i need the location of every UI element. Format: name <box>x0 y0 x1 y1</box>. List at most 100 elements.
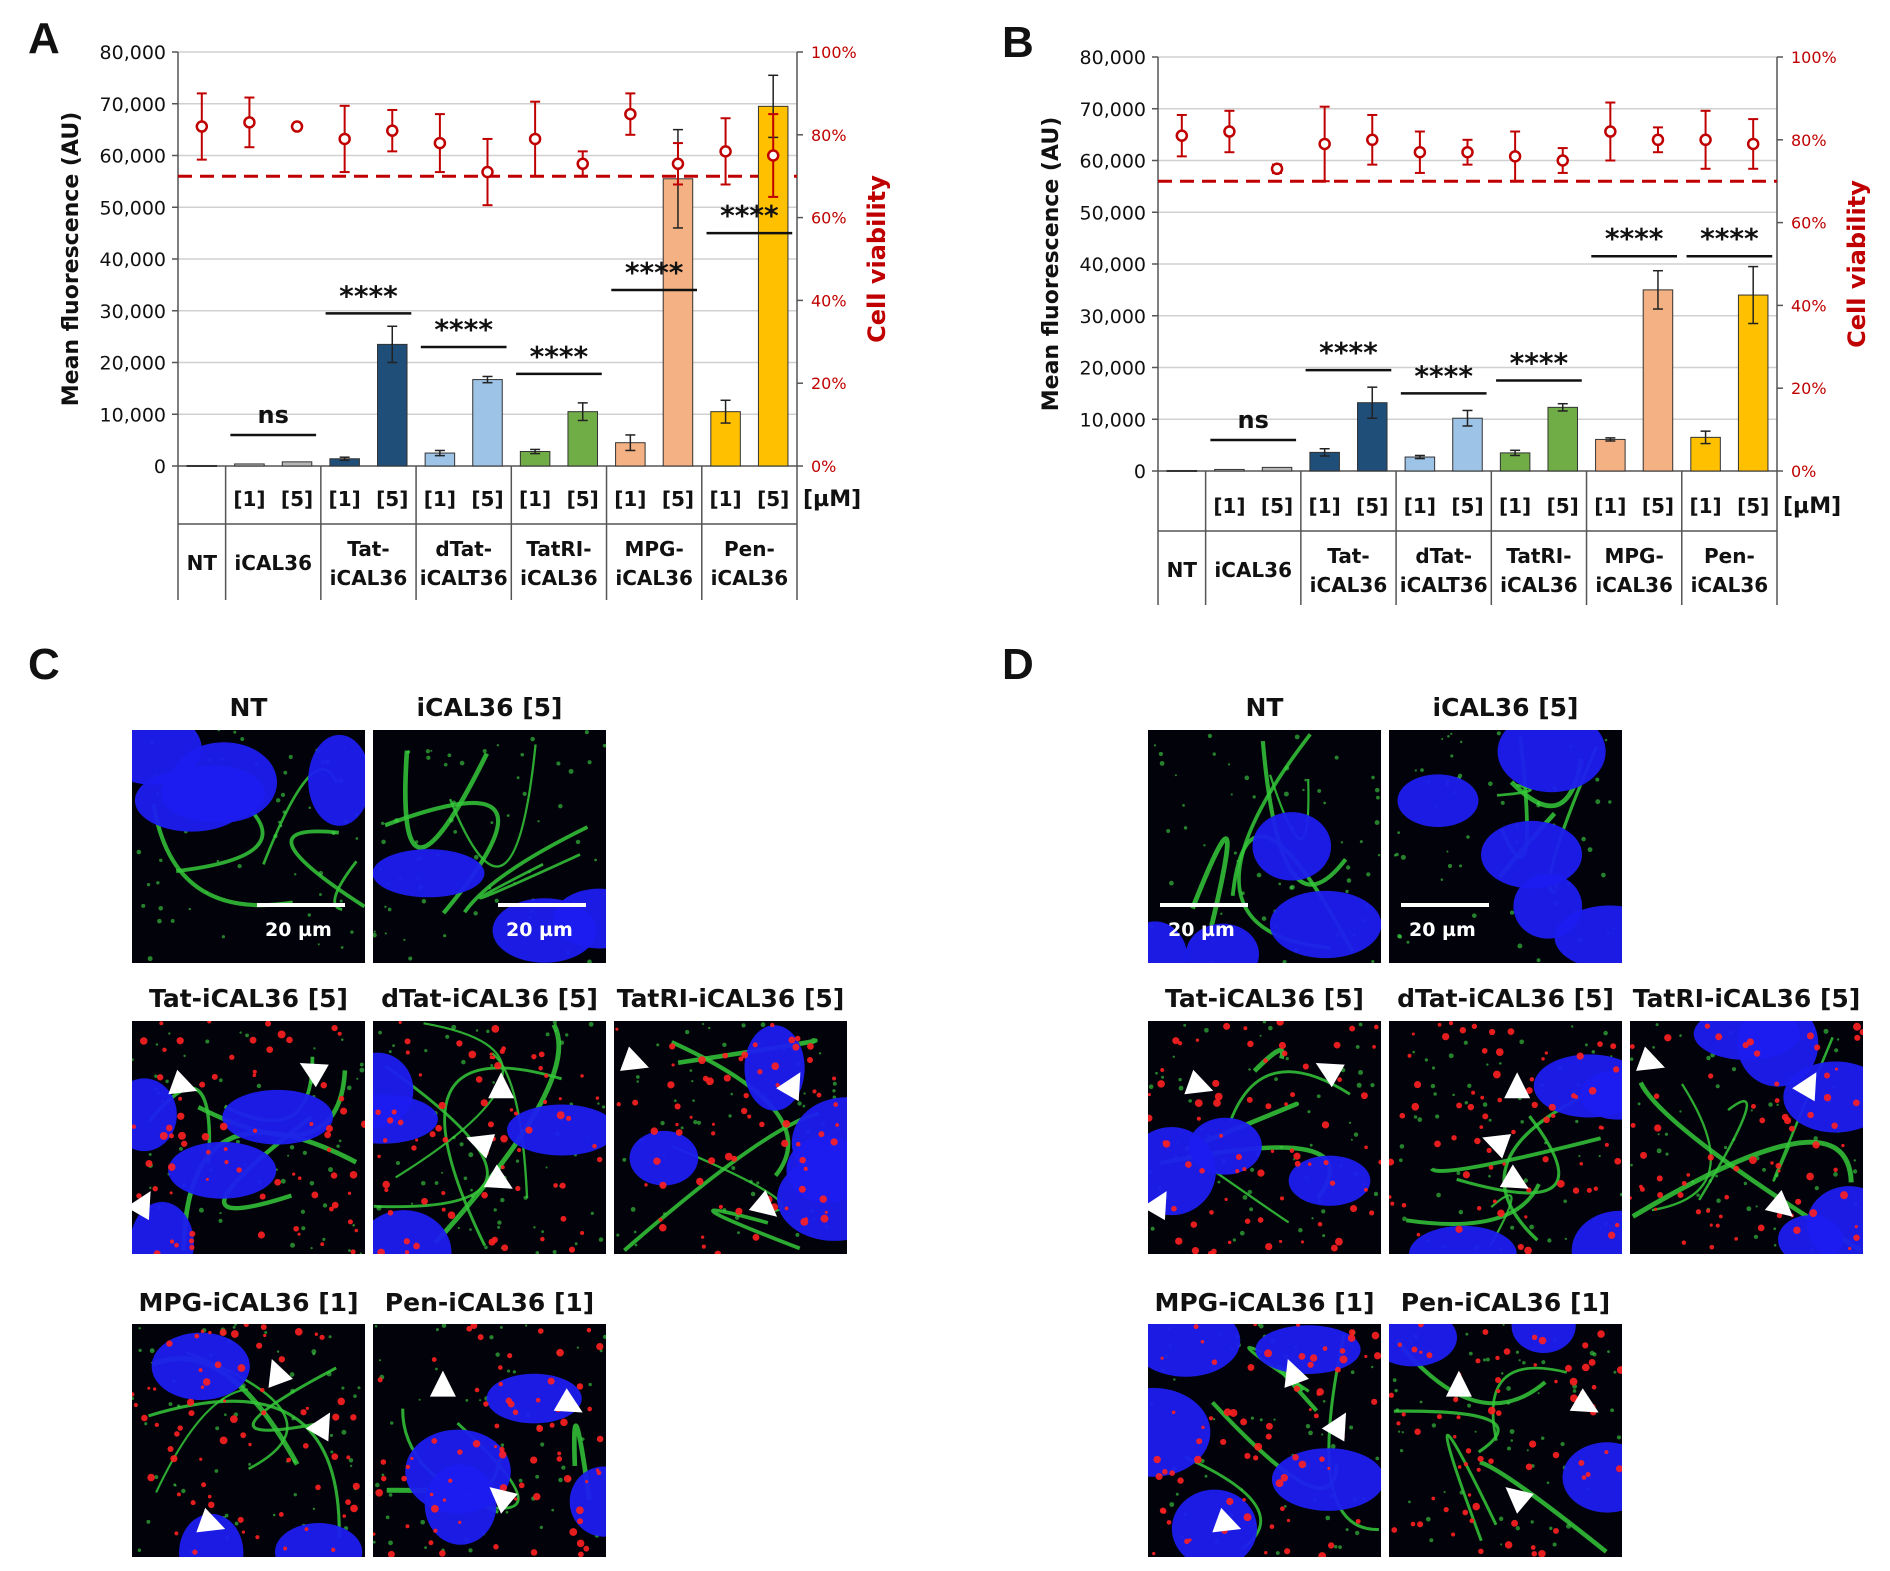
green-speckle <box>411 1202 414 1205</box>
green-speckle <box>518 1478 523 1483</box>
micrograph-image <box>132 1324 365 1557</box>
green-speckle <box>349 1464 353 1468</box>
concentration-label: [1] <box>709 487 741 511</box>
green-speckle <box>1283 1505 1287 1508</box>
green-speckle <box>1471 913 1477 918</box>
green-speckle <box>224 1413 227 1417</box>
red-puncta <box>201 1133 210 1141</box>
red-puncta <box>515 1185 521 1192</box>
green-speckle <box>1523 1178 1528 1183</box>
red-puncta <box>1495 1048 1504 1056</box>
green-speckle <box>1233 851 1237 855</box>
red-puncta <box>377 1377 383 1383</box>
category-label: TatRI- <box>1506 544 1571 568</box>
green-speckle <box>159 858 163 863</box>
red-puncta <box>1339 1348 1346 1354</box>
red-puncta <box>1848 1246 1852 1251</box>
red-puncta <box>1554 1379 1558 1384</box>
red-puncta <box>1571 1093 1577 1099</box>
green-speckle <box>389 1421 394 1425</box>
red-puncta <box>1467 1103 1475 1111</box>
viability-point <box>1175 129 1189 142</box>
scale-bar <box>1160 903 1248 907</box>
membrane-stain <box>333 860 358 911</box>
red-puncta <box>413 1242 420 1250</box>
green-speckle <box>1520 1120 1524 1124</box>
green-speckle <box>512 1370 516 1374</box>
red-puncta <box>177 1425 183 1431</box>
red-puncta <box>229 1054 235 1060</box>
red-puncta <box>309 1122 314 1127</box>
green-speckle <box>165 1079 169 1084</box>
concentration-label: [5] <box>567 487 599 511</box>
green-speckle <box>275 798 281 803</box>
red-puncta <box>1235 1169 1240 1174</box>
green-speckle <box>556 761 561 766</box>
red-puncta <box>595 1096 600 1100</box>
red-puncta <box>1639 1186 1645 1192</box>
green-speckle <box>141 903 146 908</box>
green-speckle <box>1175 1492 1179 1496</box>
green-speckle <box>1540 1436 1545 1440</box>
red-puncta <box>404 1038 411 1045</box>
green-speckle <box>1500 800 1505 805</box>
significance-label: **** <box>1700 222 1759 255</box>
micrograph-title: MPG-iCAL36 [1] <box>1154 1288 1375 1317</box>
category-label: Pen- <box>1704 544 1755 568</box>
green-speckle <box>1762 1167 1766 1172</box>
red-puncta <box>741 1051 749 1059</box>
green-speckle <box>283 770 288 775</box>
red-puncta <box>1707 1154 1714 1161</box>
arrowhead-marker <box>1504 1072 1531 1099</box>
green-speckle <box>708 1026 711 1030</box>
red-puncta <box>1572 1187 1580 1194</box>
green-speckle <box>1188 1099 1192 1103</box>
membrane-stain <box>670 1040 791 1177</box>
green-speckle <box>737 1231 740 1235</box>
green-speckle <box>137 1548 142 1552</box>
red-puncta <box>1556 1179 1565 1188</box>
green-speckle <box>760 1022 766 1028</box>
red-puncta <box>442 1136 449 1143</box>
green-speckle <box>587 959 592 963</box>
red-puncta <box>674 1103 681 1110</box>
green-speckle <box>340 946 344 949</box>
red-puncta <box>181 1140 188 1147</box>
red-puncta <box>360 1120 365 1129</box>
red-puncta <box>807 1042 814 1050</box>
viability-point <box>195 120 209 133</box>
category-label: Tat- <box>347 537 389 561</box>
red-puncta <box>722 1052 729 1059</box>
red-puncta <box>1243 1026 1248 1031</box>
red-puncta <box>1724 1194 1730 1200</box>
red-puncta <box>1748 1156 1757 1165</box>
scale-bar <box>1401 903 1489 907</box>
red-puncta <box>632 1099 639 1106</box>
green-speckle <box>1258 1324 1264 1329</box>
red-puncta <box>559 1182 566 1189</box>
membrane-stain <box>449 744 537 868</box>
category-label: iCALT36 <box>1400 573 1488 597</box>
green-speckle <box>1452 1093 1455 1097</box>
green-speckle <box>1468 1351 1473 1356</box>
green-speckle <box>1488 1118 1492 1122</box>
green-speckle <box>1317 788 1322 793</box>
nucleus <box>1497 730 1606 793</box>
green-speckle <box>1435 1114 1440 1119</box>
red-puncta <box>1434 1140 1441 1148</box>
red-puncta <box>174 1242 179 1248</box>
red-puncta <box>1456 1415 1461 1420</box>
y-tick-label: 0 <box>1134 461 1146 483</box>
red-puncta <box>474 1387 480 1393</box>
red-puncta <box>1681 1240 1687 1245</box>
red-puncta <box>1704 1023 1711 1029</box>
green-speckle <box>373 930 376 933</box>
green-speckle <box>348 1249 351 1252</box>
red-puncta <box>1579 1162 1584 1166</box>
green-speckle <box>138 1348 142 1353</box>
green-speckle <box>1655 1023 1659 1027</box>
red-puncta <box>557 1451 562 1456</box>
red-puncta <box>1247 1040 1254 1048</box>
red-puncta <box>293 1225 299 1232</box>
red-puncta <box>441 1191 446 1196</box>
